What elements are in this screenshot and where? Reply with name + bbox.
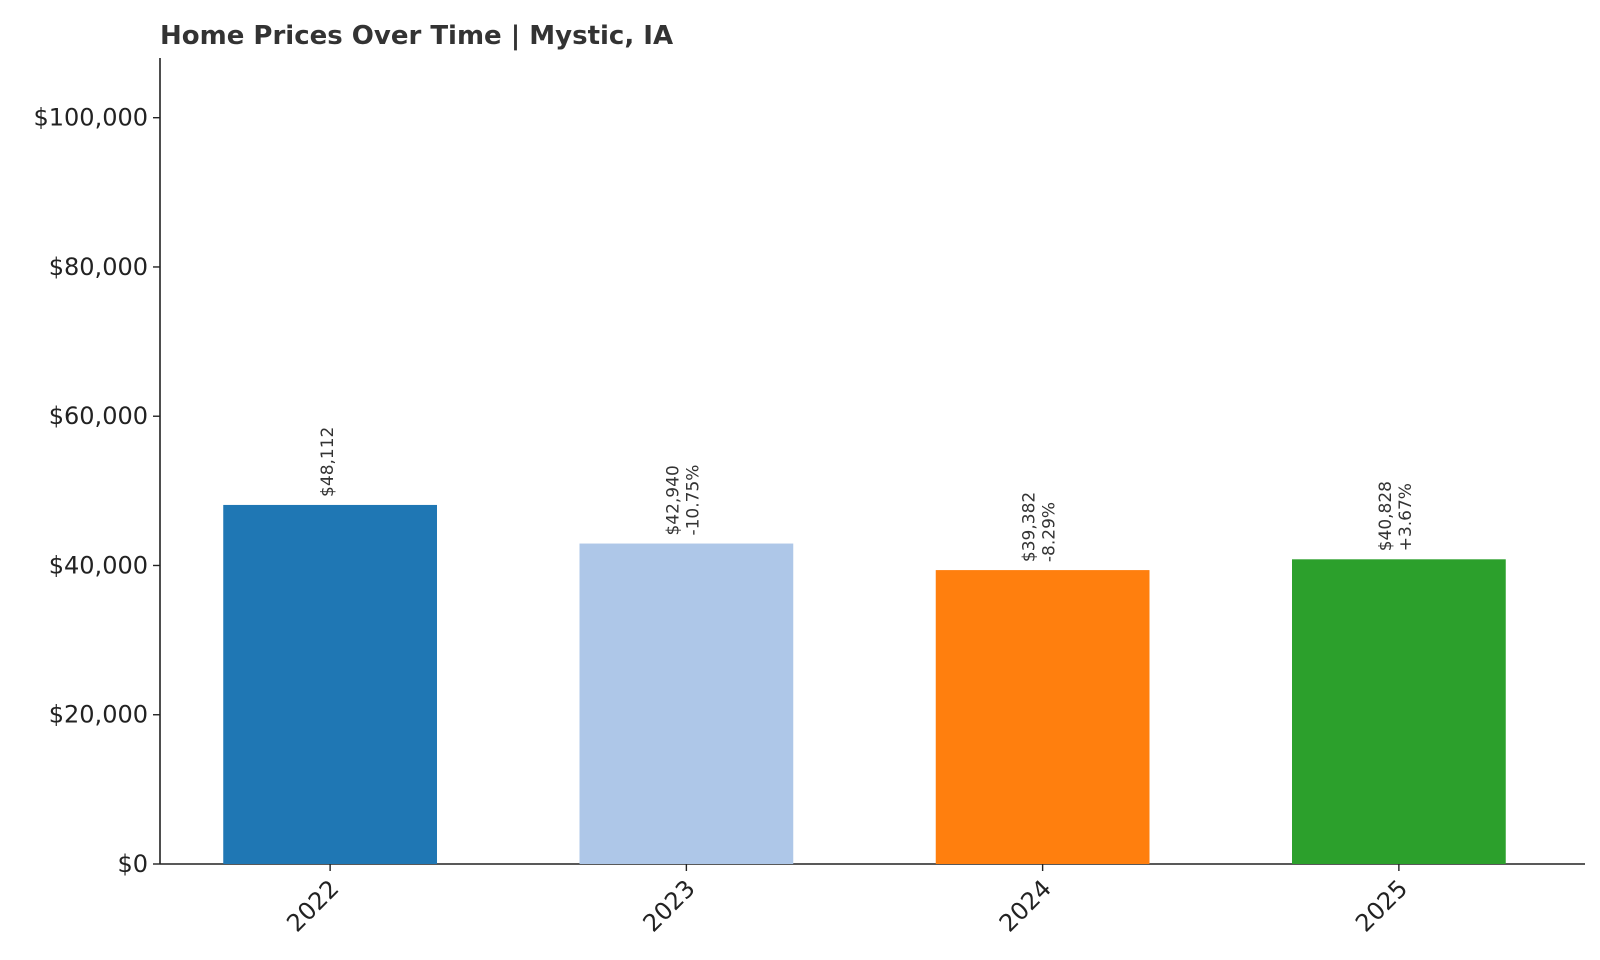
bar-2024 (935, 570, 1150, 864)
x-tick-label: 2025 (1350, 874, 1413, 937)
y-tick-label: $100,000 (33, 104, 148, 132)
value-label-2025: $40,828 (1376, 481, 1396, 551)
x-tick-label: 2022 (281, 874, 344, 937)
change-label-2024: -8.29% (1040, 502, 1060, 562)
bar-2022 (223, 504, 437, 864)
y-axis: $0 $20,000 $40,000 $60,000 $80,000 $100,000 (33, 58, 161, 878)
data-labels: $48,112 $42,940 -10.75% $39,382 -8.29% $40,82… (318, 427, 1416, 562)
value-label-2022: $48,112 (318, 427, 338, 497)
value-label-2023: $42,940 (663, 465, 683, 535)
y-tick-label: $80,000 (49, 253, 148, 281)
value-label-2024: $39,382 (1020, 492, 1040, 562)
change-label-2023: -10.75% (683, 465, 703, 536)
x-tick-label: 2024 (994, 874, 1057, 937)
x-tick-label: 2023 (638, 874, 701, 937)
chart-title: Home Prices Over Time | Mystic, IA (160, 21, 673, 51)
bar-2025 (1292, 559, 1506, 864)
y-tick-label: $40,000 (49, 551, 148, 579)
y-tick-label: $0 (117, 850, 148, 878)
change-label-2025: +3.67% (1396, 483, 1416, 551)
x-axis: 2022 2023 2024 2025 (160, 863, 1585, 937)
bar-2023 (579, 543, 794, 864)
y-tick-label: $20,000 (49, 701, 148, 729)
y-tick-label: $60,000 (49, 402, 148, 430)
bars (223, 504, 1506, 864)
